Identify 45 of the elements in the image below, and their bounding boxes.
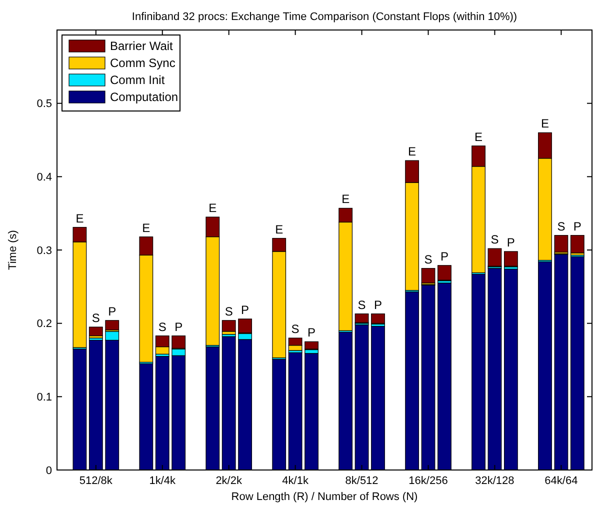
y-tick-label: 0.2 bbox=[36, 318, 52, 330]
data-label: S bbox=[424, 252, 432, 266]
data-label: E bbox=[474, 130, 483, 144]
data-label: P bbox=[174, 320, 183, 334]
x-tick-label: 64k/64 bbox=[544, 475, 578, 487]
data-label: P bbox=[241, 302, 250, 317]
y-axis-title: Time (s) bbox=[7, 230, 19, 270]
data-label: P bbox=[374, 298, 382, 312]
data-label: S bbox=[291, 322, 300, 336]
data-label: E bbox=[208, 201, 217, 215]
data-label: P bbox=[308, 326, 316, 340]
data-label: S bbox=[490, 232, 499, 247]
data-label: S bbox=[358, 298, 366, 312]
data-label: P bbox=[573, 219, 582, 234]
x-tick-label: 2k/2k bbox=[216, 475, 242, 487]
x-tick-label: 512/8k bbox=[79, 475, 113, 487]
x-tick-label: 4k/1k bbox=[282, 475, 309, 487]
data-label: S bbox=[557, 219, 566, 234]
data-label: E bbox=[540, 116, 549, 131]
data-label: S bbox=[92, 311, 100, 325]
data-label: E bbox=[275, 222, 284, 236]
x-tick-label: 32k/128 bbox=[475, 475, 514, 487]
data-label: S bbox=[158, 320, 166, 334]
x-tick-label: 16k/256 bbox=[408, 475, 448, 487]
y-tick-label: 0.5 bbox=[36, 98, 52, 110]
data-label: E bbox=[76, 211, 84, 226]
y-tick-label: 0 bbox=[46, 464, 52, 477]
y-tick-label: 0.1 bbox=[36, 392, 52, 404]
legend-label: Comm Sync bbox=[110, 56, 176, 70]
x-axis-title: Row Length (R) / Number of Rows (N) bbox=[231, 491, 418, 503]
data-label: S bbox=[224, 304, 233, 318]
data-label: P bbox=[440, 249, 448, 264]
legend-label: Comm Init bbox=[110, 73, 166, 88]
legend-label: Barrier Wait bbox=[110, 39, 174, 54]
chart-title: Infiniband 32 procs: Exchange Time Comparison (Constant Flops (within 10%)) bbox=[132, 11, 518, 23]
y-tick-label: 0.4 bbox=[36, 172, 52, 184]
data-label: P bbox=[108, 304, 116, 318]
data-label: E bbox=[408, 144, 416, 159]
y-tick-label: 0.3 bbox=[36, 244, 52, 257]
x-tick-label: 8k/512 bbox=[345, 475, 378, 487]
data-label: P bbox=[506, 235, 515, 250]
x-tick-label: 1k/4k bbox=[149, 475, 176, 487]
data-label: E bbox=[142, 220, 150, 235]
data-label: E bbox=[342, 192, 350, 206]
legend-label: Computation bbox=[110, 90, 178, 104]
